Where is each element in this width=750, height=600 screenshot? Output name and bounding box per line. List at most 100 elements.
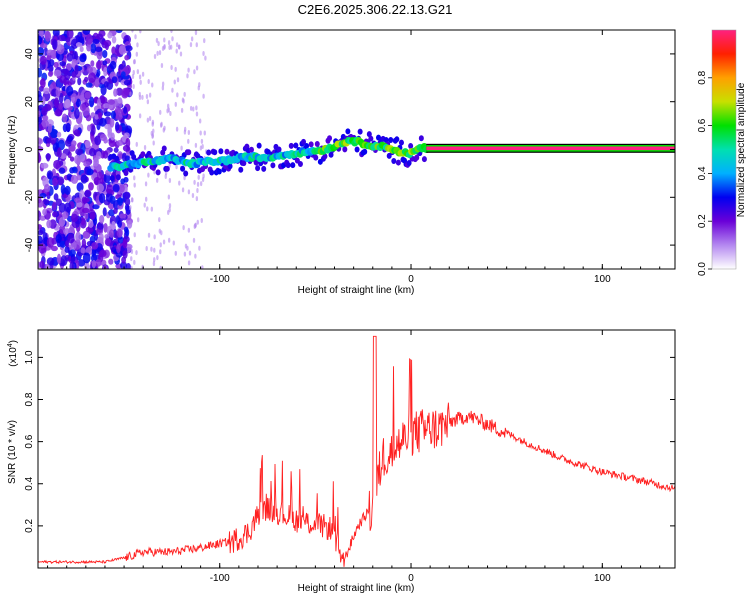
noise-blob xyxy=(195,105,198,111)
noise-blob xyxy=(174,66,177,72)
noise-blob xyxy=(116,140,124,146)
noise-blob xyxy=(184,243,188,249)
top-x-tick-label: 0 xyxy=(408,274,414,285)
noise-blob xyxy=(137,217,140,223)
noise-blob xyxy=(81,238,87,250)
noise-blob xyxy=(85,82,93,88)
noise-blob xyxy=(50,245,58,252)
ridge-halo xyxy=(227,163,233,170)
noise-blob xyxy=(52,177,58,187)
noise-blob xyxy=(118,64,124,70)
noise-blob xyxy=(82,252,91,264)
noise-blob xyxy=(187,138,190,144)
noise-blob xyxy=(170,65,173,71)
noise-blob xyxy=(171,87,174,93)
noise-blob xyxy=(115,112,123,121)
colorbar-tick-label: 0.8 xyxy=(697,70,708,84)
noise-blob xyxy=(94,114,100,120)
noise-blob xyxy=(38,35,43,45)
noise-blob xyxy=(85,34,93,46)
noise-blob xyxy=(102,103,110,109)
noise-blob xyxy=(161,81,165,87)
noise-blob xyxy=(40,55,47,65)
noise-blob xyxy=(64,245,70,254)
noise-blob xyxy=(95,60,102,70)
noise-blob xyxy=(168,162,171,168)
noise-blob xyxy=(76,201,83,208)
noise-blob xyxy=(118,184,125,193)
noise-blob xyxy=(49,59,55,67)
ridge-halo xyxy=(216,168,222,175)
noise-blob xyxy=(53,193,59,201)
noise-blob xyxy=(132,69,135,75)
noise-blob xyxy=(180,107,184,113)
noise-blob xyxy=(199,130,202,136)
noise-blob xyxy=(44,30,52,42)
noise-blob xyxy=(135,51,139,57)
bottom-y-tick-label: 0.8 xyxy=(24,392,35,406)
noise-blob xyxy=(102,49,108,59)
noise-blob xyxy=(132,83,135,89)
noise-blob xyxy=(158,228,162,234)
noise-blob xyxy=(197,174,200,180)
noise-blob xyxy=(130,265,133,269)
noise-blob xyxy=(84,190,91,198)
ridge-halo xyxy=(308,141,314,148)
noise-blob xyxy=(111,35,117,44)
noise-blob xyxy=(53,69,62,77)
noise-blob xyxy=(58,202,66,213)
noise-blob xyxy=(47,71,54,77)
noise-blob xyxy=(203,130,206,136)
noise-blob xyxy=(167,237,171,243)
ridge-halo xyxy=(164,165,170,172)
bottom-y-tick-label: 0.6 xyxy=(24,434,35,448)
noise-blob xyxy=(194,30,198,36)
ridge-halo xyxy=(161,145,167,152)
noise-blob xyxy=(76,182,84,192)
colorbar-gradient xyxy=(712,30,736,269)
noise-blob xyxy=(118,45,127,55)
noise-blob xyxy=(85,226,93,233)
noise-blob xyxy=(91,259,97,269)
top-ridge-layer xyxy=(107,136,675,172)
noise-blob xyxy=(156,50,159,56)
noise-blob xyxy=(196,219,199,225)
noise-blob xyxy=(85,114,92,122)
noise-blob xyxy=(124,54,130,61)
noise-blob xyxy=(130,197,134,203)
noise-blob xyxy=(134,34,137,40)
ridge-halo xyxy=(253,159,259,166)
noise-blob xyxy=(147,172,150,178)
noise-blob xyxy=(56,253,62,264)
colorbar-tick-label: 0.2 xyxy=(697,214,708,228)
noise-blob xyxy=(139,79,142,85)
top-y-tick-label: -20 xyxy=(24,190,35,205)
noise-blob xyxy=(163,37,166,43)
ridge-halo xyxy=(388,137,394,144)
noise-blob xyxy=(124,197,131,206)
top-y-tick-label: 0 xyxy=(24,146,35,152)
noise-blob xyxy=(193,179,196,185)
noise-blob xyxy=(77,259,86,267)
noise-blob xyxy=(94,46,103,52)
noise-blob xyxy=(75,231,82,243)
noise-blob xyxy=(187,227,191,233)
noise-blob xyxy=(135,141,138,147)
bottom-y-scale: (x104) xyxy=(7,340,19,367)
noise-blob xyxy=(129,205,132,211)
top-y-tick-label: 40 xyxy=(24,48,35,60)
ridge-halo xyxy=(328,151,334,158)
noise-blob xyxy=(202,50,205,56)
noise-blob xyxy=(138,74,142,80)
noise-blob xyxy=(86,44,92,52)
noise-blob xyxy=(153,247,156,253)
noise-blob xyxy=(38,152,41,163)
noise-blob xyxy=(91,124,96,136)
noise-blob xyxy=(146,206,149,212)
noise-blob xyxy=(120,261,128,269)
noise-blob xyxy=(156,255,159,261)
ridge-halo xyxy=(218,148,224,155)
noise-blob xyxy=(148,92,152,98)
noise-blob xyxy=(84,76,89,83)
noise-blob xyxy=(47,123,53,133)
